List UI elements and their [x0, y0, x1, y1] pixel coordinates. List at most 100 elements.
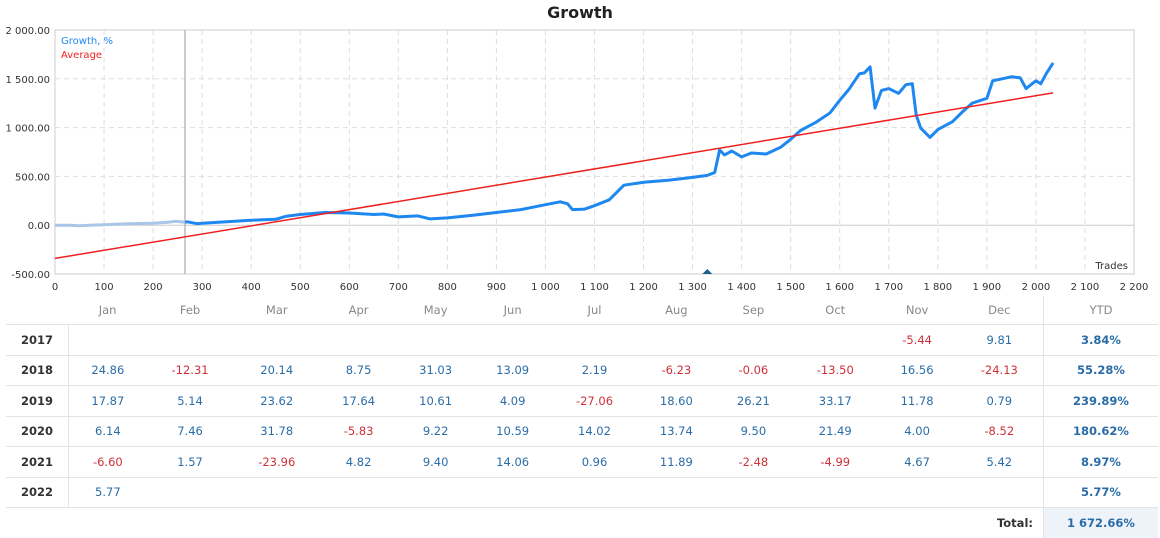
year-cell: 2017	[6, 324, 69, 356]
x-tick-label: 700	[389, 282, 408, 293]
column-header: Jul	[551, 296, 638, 325]
column-header: Dec	[955, 296, 1044, 325]
x-tick-label: 0	[52, 282, 58, 293]
year-cell: 2022	[6, 477, 69, 508]
y-tick-label: -500.00	[11, 270, 50, 281]
x-tick-label: 200	[144, 282, 163, 293]
x-tick-label: 1 300	[678, 282, 707, 293]
trade-marker-triangle	[702, 269, 713, 274]
y-tick-label: 2 000.00	[5, 26, 50, 37]
month-return-cell: -13.50	[791, 355, 879, 386]
month-return-cell: 9.50	[714, 416, 792, 447]
column-header: Jan	[68, 296, 147, 325]
month-return-cell: 8.75	[320, 355, 398, 386]
month-return-cell: 26.21	[714, 385, 792, 417]
growth-chart: 0 100 200 300 400 500 600 700 800 900 1 000 1 100 1 …	[5, 26, 1149, 293]
month-return-cell: 17.87	[68, 385, 147, 417]
month-return-cell: 17.64	[320, 385, 398, 417]
month-return-cell: 14.06	[474, 446, 552, 478]
ytd-cell: 55.28%	[1043, 355, 1158, 386]
month-return-cell	[474, 324, 552, 356]
growth-line-early	[55, 219, 186, 228]
y-tick-label: 1 000.00	[5, 124, 50, 135]
month-return-cell: 9.81	[955, 324, 1044, 356]
year-cell: 2019	[6, 385, 69, 417]
column-header: YTD	[1043, 296, 1158, 325]
column-header: Sep	[714, 296, 792, 325]
x-tick-label: 1 400	[727, 282, 756, 293]
month-return-cell: 9.40	[397, 446, 475, 478]
x-tick-label: 1 700	[874, 282, 903, 293]
table-row: 2020 6.14 7.46 31.78 -5.83 9.22 10.59 14.02 13.7…	[6, 416, 1158, 447]
month-return-cell	[955, 477, 1044, 508]
month-return-cell	[714, 477, 792, 508]
month-return-cell: 4.00	[878, 416, 956, 447]
total-label: Total:	[996, 515, 1033, 530]
column-header	[6, 296, 69, 325]
month-return-cell: 31.78	[233, 416, 321, 447]
month-return-cell: 2.19	[551, 355, 638, 386]
month-return-cell: -24.13	[955, 355, 1044, 386]
year-cell: 2020	[6, 416, 69, 447]
month-return-cell	[637, 324, 715, 356]
month-return-cell: 5.14	[146, 385, 234, 417]
x-tick-label: 2 200	[1120, 282, 1149, 293]
month-return-cell: -4.99	[791, 446, 879, 478]
x-tick-label: 800	[438, 282, 457, 293]
x-tick-label: 1 000	[531, 282, 560, 293]
month-return-cell	[146, 477, 234, 508]
month-return-cell: 24.86	[68, 355, 147, 386]
x-tick-label: 2 000	[1022, 282, 1051, 293]
ytd-cell: 180.62%	[1043, 416, 1158, 447]
chart-title: Growth	[547, 3, 613, 22]
month-return-cell: 0.96	[551, 446, 638, 478]
month-return-cell	[791, 477, 879, 508]
month-return-cell: -27.06	[551, 385, 638, 417]
month-return-cell: 4.67	[878, 446, 956, 478]
month-return-cell: 4.09	[474, 385, 552, 417]
month-return-cell: -5.83	[320, 416, 398, 447]
ytd-cell: 8.97%	[1043, 446, 1158, 478]
month-return-cell: 23.62	[233, 385, 321, 417]
month-return-cell: 10.59	[474, 416, 552, 447]
ytd-cell: 239.89%	[1043, 385, 1158, 417]
x-axis-label: Trades	[1094, 261, 1128, 272]
month-return-cell: -2.48	[714, 446, 792, 478]
month-return-cell	[233, 324, 321, 356]
x-tick-label: 400	[242, 282, 261, 293]
x-tick-label: 300	[193, 282, 212, 293]
month-return-cell: 33.17	[791, 385, 879, 417]
month-return-cell: 9.22	[397, 416, 475, 447]
month-return-cell: 0.79	[955, 385, 1044, 417]
month-return-cell: 21.49	[791, 416, 879, 447]
ytd-cell: 5.77%	[1043, 477, 1158, 508]
x-tick-label: 1 500	[776, 282, 805, 293]
month-return-cell	[791, 324, 879, 356]
month-return-cell: 13.09	[474, 355, 552, 386]
month-return-cell: -5.44	[878, 324, 956, 356]
x-tick-label: 100	[94, 282, 113, 293]
month-return-cell: -12.31	[146, 355, 234, 386]
month-return-cell: -6.60	[68, 446, 147, 478]
x-tick-label: 600	[340, 282, 359, 293]
month-return-cell: 10.61	[397, 385, 475, 417]
month-return-cell	[397, 477, 475, 508]
x-tick-label: 1 900	[973, 282, 1002, 293]
month-return-cell: 6.14	[68, 416, 147, 447]
month-return-cell	[320, 477, 398, 508]
month-return-cell: 7.46	[146, 416, 234, 447]
month-return-cell: 14.02	[551, 416, 638, 447]
month-return-cell	[714, 324, 792, 356]
month-return-cell: -8.52	[955, 416, 1044, 447]
table-row: 2018 24.86 -12.31 20.14 8.75 31.03 13.09 2.19 -6…	[6, 355, 1158, 386]
month-return-cell	[637, 477, 715, 508]
x-tick-label: 900	[487, 282, 506, 293]
month-return-cell: 4.82	[320, 446, 398, 478]
x-tick-label: 1 100	[580, 282, 609, 293]
y-tick-label: 500.00	[15, 172, 50, 183]
month-return-cell: 5.42	[955, 446, 1044, 478]
table-row: 2021 -6.60 1.57 -23.96 4.82 9.40 14.06 0.96 11.8…	[6, 446, 1158, 478]
x-tick-label: 1 800	[923, 282, 952, 293]
average-line	[54, 92, 1054, 260]
table-row: 2022 5.77 5.77%	[6, 477, 1158, 508]
